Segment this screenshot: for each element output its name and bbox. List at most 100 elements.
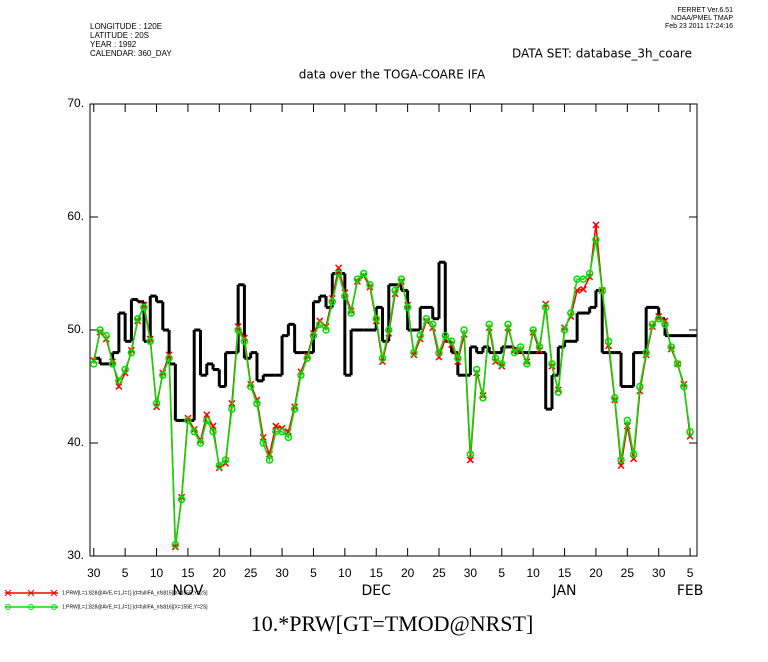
marker (133, 314, 142, 323)
marker (604, 337, 613, 346)
marker (636, 382, 644, 391)
marker (410, 348, 418, 357)
legend-marker (4, 589, 12, 597)
marker (209, 427, 217, 436)
marker (140, 303, 148, 312)
marker (535, 343, 544, 351)
stamp-line: Feb 23 2011 17:24:16 (665, 23, 733, 30)
marker (579, 275, 588, 283)
x-tick-label: 25 (621, 566, 635, 580)
marker (190, 427, 198, 436)
marker (648, 320, 657, 329)
legend-marker (51, 604, 57, 610)
marker (567, 309, 575, 317)
dataset-label: DATA SET: database_3h_coare (512, 47, 692, 61)
marker (372, 314, 380, 323)
marker (127, 348, 136, 357)
x-tick-label: 30 (464, 566, 478, 580)
x-tick-label: 5 (122, 566, 129, 580)
marker (334, 269, 343, 278)
marker (290, 405, 299, 413)
y-tick-label: 50. (67, 322, 84, 336)
month-label: FEB (677, 583, 704, 599)
marker (328, 298, 337, 306)
x-tick-label: 20 (213, 566, 227, 580)
marker (196, 439, 205, 447)
marker (359, 269, 368, 278)
marker (617, 456, 625, 464)
marker (115, 382, 123, 391)
marker (441, 331, 450, 340)
header-line: LATITUDE : 20S (90, 31, 149, 40)
marker (215, 461, 224, 470)
marker (397, 275, 406, 283)
header-line: CALENDAR: 360_DAY (90, 49, 172, 58)
marker (541, 303, 550, 312)
marker (454, 354, 462, 362)
marker (529, 326, 537, 334)
marker (115, 377, 123, 385)
legend-label: 1:PRW[L=1:828@AVE,I=1,J=1] [d=fullIFA_nf… (62, 590, 208, 596)
marker (673, 360, 682, 368)
marker (661, 320, 669, 329)
x-tick-label: 15 (181, 566, 195, 580)
marker (184, 416, 192, 425)
legend-marker (5, 604, 11, 610)
marker (303, 354, 311, 362)
marker (629, 450, 638, 459)
x-tick-label: 15 (370, 566, 384, 580)
marker (498, 360, 506, 368)
x-tick-label: 5 (310, 566, 317, 580)
stamp-line: NOAA/PMEL TMAP (671, 15, 733, 22)
month-label: NOV (173, 583, 204, 599)
x-tick-label: 30 (652, 566, 666, 580)
marker (152, 399, 161, 408)
header-line: LONGITUDE : 120E (90, 22, 162, 31)
marker (102, 331, 111, 340)
marker (159, 371, 167, 379)
marker (592, 235, 600, 244)
marker (335, 264, 343, 272)
marker (315, 320, 324, 329)
x-tick-label: 10 (150, 566, 164, 580)
marker (108, 360, 117, 368)
x-tick-label: 25 (244, 566, 258, 580)
legend-label: 1:PRW[L=1:828@AVE,I=1,J=1] [d=fullIFA_nf… (62, 604, 208, 610)
marker (96, 326, 104, 334)
marker (485, 320, 493, 329)
marker (341, 292, 349, 300)
x-tick-label: 30 (275, 566, 289, 580)
y-tick-label: 60. (67, 209, 84, 223)
y-tick-label: 40. (67, 435, 84, 449)
marker (272, 422, 280, 430)
marker (523, 360, 531, 368)
marker (472, 365, 481, 374)
marker (466, 456, 474, 464)
marker (284, 433, 293, 442)
marker (479, 394, 487, 402)
marker (460, 326, 468, 334)
y-tick-label: 30. (67, 548, 84, 562)
marker (203, 416, 211, 425)
marker (611, 394, 619, 402)
marker (686, 427, 694, 436)
marker (177, 495, 186, 504)
x-tick-label: 15 (558, 566, 572, 580)
marker (680, 382, 688, 391)
series-line (93, 239, 691, 545)
marker (435, 348, 443, 357)
marker (617, 462, 625, 470)
marker (654, 314, 663, 323)
marker (466, 450, 475, 459)
marker (378, 354, 387, 362)
marker (228, 405, 236, 413)
marker (253, 399, 261, 408)
marker (309, 331, 318, 340)
marker (598, 286, 606, 295)
marker (385, 326, 393, 334)
x-tick-label: 10 (338, 566, 352, 580)
marker (234, 326, 242, 334)
x-tick-label: 30 (87, 566, 101, 580)
marker (403, 303, 412, 312)
